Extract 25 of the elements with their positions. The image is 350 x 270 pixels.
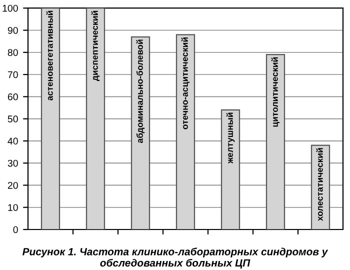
x-tick-label: отечно-асцитический	[181, 37, 190, 130]
bar	[130, 36, 150, 230]
bar	[220, 109, 240, 230]
y-tick-label: 100	[2, 4, 18, 12]
y-tick-label: 50	[8, 116, 18, 122]
text: Рисунок 1. Частота клинико-лабораторных синдромов у обследованных больных ЦП	[22, 248, 328, 269]
x-tick-label: холестатический	[316, 148, 323, 221]
bar	[86, 8, 106, 230]
x-tick-label: цитолитический	[271, 57, 280, 127]
y-tick-label: 0	[13, 226, 18, 234]
x-tick-label: абдоминально-болевой	[136, 40, 145, 143]
x-tick-label: желтушный	[226, 112, 235, 164]
bar	[176, 34, 196, 230]
bar	[40, 8, 60, 230]
x-tick-label: астеновегетативный	[46, 10, 53, 100]
y-tick-label: 80	[8, 49, 18, 56]
y-tick-label: 40	[8, 138, 18, 145]
y-tick-label: 90	[8, 26, 18, 34]
y-tick-label: 20	[8, 182, 18, 189]
y-tick-label: 70	[8, 71, 18, 78]
bar	[266, 54, 286, 230]
x-tick-label: диспептический	[91, 10, 100, 81]
y-tick-label: 60	[8, 93, 18, 100]
y-tick-label: 30	[8, 160, 18, 167]
y-tick-label: 10	[8, 204, 18, 211]
